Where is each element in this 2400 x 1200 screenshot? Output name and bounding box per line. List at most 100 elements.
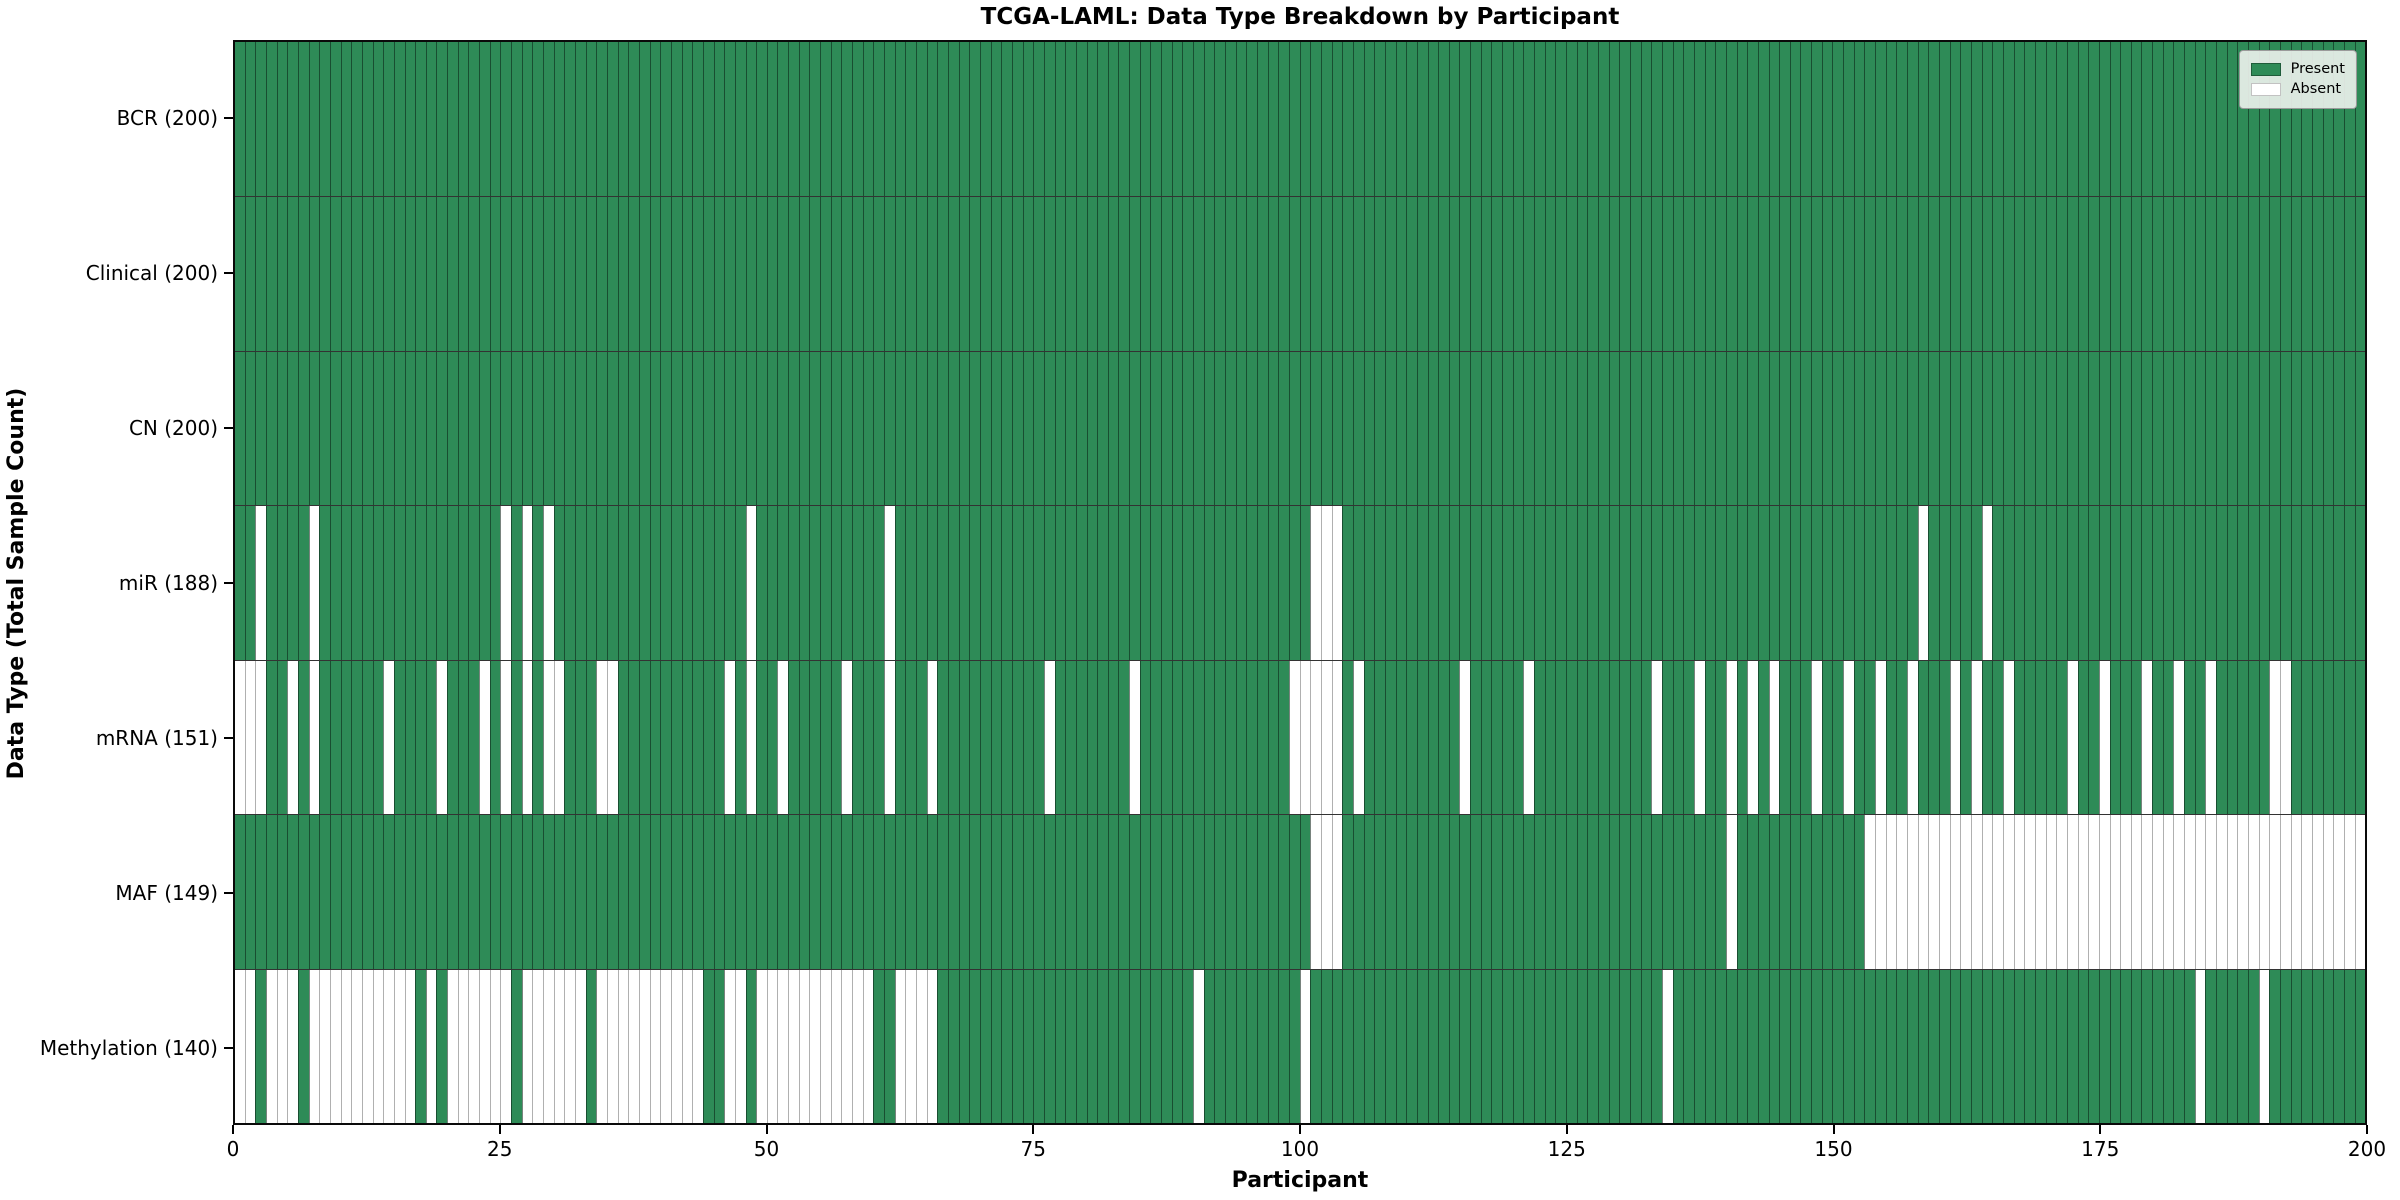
heatmap-cell (1288, 660, 1300, 815)
heatmap-cell (521, 197, 533, 351)
heatmap-cell (1299, 42, 1311, 197)
heatmap-cell (1406, 506, 1417, 660)
heatmap-cell (2269, 351, 2280, 506)
x-tick-mark (1032, 1125, 1035, 1134)
heatmap-cell (2280, 42, 2291, 197)
heatmap-cell (2077, 815, 2089, 969)
heatmap-cell (841, 506, 853, 660)
heatmap-cell (340, 660, 352, 815)
heatmap-cell (1928, 197, 1939, 351)
heatmap-cell (1352, 969, 1364, 1123)
y-tick-mark (224, 116, 233, 119)
heatmap-cell (1043, 506, 1055, 660)
heatmap-cell (393, 351, 405, 506)
heatmap-cell (1107, 351, 1119, 506)
heatmap-cell (1853, 815, 1865, 969)
heatmap-cell (894, 660, 906, 815)
heatmap-cell (2184, 969, 2195, 1123)
heatmap-cell (617, 42, 629, 197)
heatmap-cell (1033, 660, 1044, 815)
heatmap-cell (468, 197, 480, 351)
heatmap-cell (1800, 351, 1812, 506)
heatmap-cell (1235, 197, 1247, 351)
heatmap-cell (1811, 815, 1822, 969)
heatmap-cell (1075, 815, 1087, 969)
heatmap-cell (2194, 660, 2206, 815)
heatmap-cell (628, 969, 639, 1123)
heatmap-cell (1598, 969, 1609, 1123)
heatmap-cell (1384, 351, 1396, 506)
heatmap-cell (2301, 815, 2312, 969)
heatmap-cell (606, 42, 618, 197)
heatmap-cell (1789, 197, 1801, 351)
heatmap-cell (2343, 351, 2355, 506)
heatmap-cell (596, 815, 607, 969)
heatmap-cell (1107, 660, 1119, 815)
heatmap-cell (1800, 506, 1812, 660)
heatmap-cell (543, 969, 554, 1123)
heatmap-cell (2354, 506, 2366, 660)
heatmap-cell (2024, 506, 2035, 660)
heatmap-cell (2258, 506, 2270, 660)
heatmap-cell (1427, 969, 1439, 1123)
heatmap-cell (692, 660, 703, 815)
heatmap-cell (809, 815, 821, 969)
heatmap-cell (1768, 197, 1780, 351)
heatmap-cell (1118, 351, 1130, 506)
heatmap-cell (1640, 42, 1652, 197)
heatmap-cell (926, 815, 938, 969)
x-tick-label: 200 (2347, 1137, 2387, 1161)
heatmap-cell (1704, 42, 1716, 197)
heatmap-cell (276, 42, 288, 197)
heatmap-cell (319, 42, 330, 197)
heatmap-cell (809, 351, 821, 506)
heatmap-cell (276, 969, 288, 1123)
heatmap-cell (1491, 197, 1503, 351)
heatmap-cell (1512, 660, 1524, 815)
heatmap-cell (905, 660, 916, 815)
heatmap-cell (2013, 815, 2025, 969)
heatmap-cell (2045, 351, 2057, 506)
heatmap-cell (1832, 660, 1844, 815)
heatmap-cell (436, 660, 448, 815)
heatmap-cell (1171, 42, 1183, 197)
heatmap-cell (1939, 815, 1950, 969)
heatmap-cell (947, 351, 959, 506)
heatmap-cell (1299, 815, 1311, 969)
heatmap-cell (2226, 197, 2238, 351)
heatmap-cell (1949, 815, 1961, 969)
heatmap-cell (1619, 351, 1630, 506)
heatmap-cell (361, 42, 373, 197)
heatmap-cell (1715, 969, 1726, 1123)
heatmap-cell (734, 660, 746, 815)
heatmap-cell (1779, 506, 1790, 660)
heatmap-cell (617, 197, 629, 351)
heatmap-cell (745, 969, 757, 1123)
heatmap-cell (798, 815, 810, 969)
heatmap-cell (2333, 815, 2344, 969)
heatmap-cell (2013, 969, 2025, 1123)
heatmap-cell (1512, 969, 1524, 1123)
heatmap-cell (1779, 815, 1790, 969)
heatmap-cell (2066, 506, 2078, 660)
heatmap-cell (2045, 969, 2057, 1123)
heatmap-cell (1928, 506, 1939, 660)
heatmap-cell (1928, 660, 1939, 815)
heatmap-plot: Present Absent (233, 40, 2367, 1125)
heatmap-cell (1438, 660, 1449, 815)
heatmap-cell (1011, 815, 1023, 969)
heatmap-cell (447, 660, 458, 815)
heatmap-cell (383, 197, 394, 351)
heatmap-cell (1523, 506, 1535, 660)
heatmap-cell (1384, 197, 1396, 351)
heatmap-cell (734, 351, 746, 506)
heatmap-cell (1097, 42, 1108, 197)
heatmap-cell (1427, 197, 1439, 351)
heatmap-cell (351, 815, 362, 969)
heatmap-cell (489, 42, 501, 197)
heatmap-cell (1171, 506, 1183, 660)
heatmap-cell (2088, 351, 2099, 506)
heatmap-cell (2098, 815, 2110, 969)
heatmap-cell (1715, 815, 1726, 969)
